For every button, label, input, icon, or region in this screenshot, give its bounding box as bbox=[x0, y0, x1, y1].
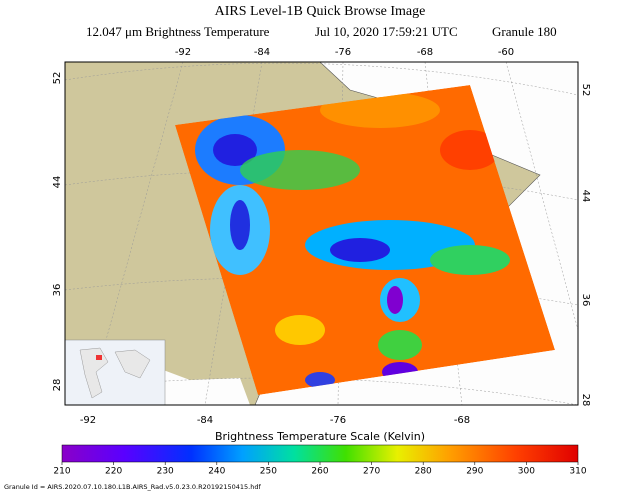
lon-label: -76 bbox=[330, 415, 346, 426]
lon-label: -92 bbox=[80, 415, 96, 426]
colorbar-tick-label: 300 bbox=[518, 467, 535, 477]
footer: Granule Id = AIRS.2020.07.10.180.L1B.AIR… bbox=[4, 483, 261, 491]
colorbar-tick-label: 240 bbox=[208, 467, 225, 477]
colorbar-tick-label: 310 bbox=[569, 467, 586, 477]
inset-globe bbox=[65, 339, 166, 405]
lon-label: -84 bbox=[197, 415, 213, 426]
lat-label: 36 bbox=[580, 294, 591, 307]
colorbar-tick-label: 280 bbox=[415, 467, 432, 477]
map bbox=[65, 62, 578, 405]
map-frame bbox=[64, 61, 579, 406]
lat-label: 44 bbox=[52, 176, 63, 189]
lon-label: -84 bbox=[254, 47, 270, 58]
subtitle: Jul 10, 2020 17:59:21 UTC bbox=[315, 24, 458, 39]
lon-label: -60 bbox=[498, 47, 514, 58]
lon-label: -76 bbox=[335, 47, 351, 58]
lon-label: -92 bbox=[175, 47, 191, 58]
lon-label: -68 bbox=[417, 47, 433, 58]
colorbar-tick-label: 230 bbox=[157, 467, 174, 477]
lat-label: 52 bbox=[52, 72, 63, 85]
colorbar-title: Brightness Temperature Scale (Kelvin) bbox=[215, 430, 425, 443]
colorbar-tick-label: 250 bbox=[260, 467, 277, 477]
colorbar-tick-label: 270 bbox=[363, 467, 380, 477]
colorbar bbox=[61, 444, 579, 463]
lat-label: 28 bbox=[52, 379, 63, 392]
swath bbox=[175, 85, 555, 395]
colorbar-tick-label: 210 bbox=[53, 467, 70, 477]
colorbar-tick-label: 260 bbox=[311, 467, 328, 477]
colorbar-tick-label: 220 bbox=[105, 467, 122, 477]
lat-label: 52 bbox=[580, 84, 591, 97]
lat-label: 36 bbox=[52, 284, 63, 297]
subtitle: Granule 180 bbox=[492, 24, 557, 39]
lat-label: 28 bbox=[580, 394, 591, 407]
lon-label: -68 bbox=[454, 415, 470, 426]
lat-label: 44 bbox=[580, 190, 591, 203]
subtitle: 12.047 μm Brightness Temperature bbox=[86, 24, 270, 39]
colorbar-tick-label: 290 bbox=[466, 467, 483, 477]
title: AIRS Level-1B Quick Browse Image bbox=[215, 4, 426, 19]
